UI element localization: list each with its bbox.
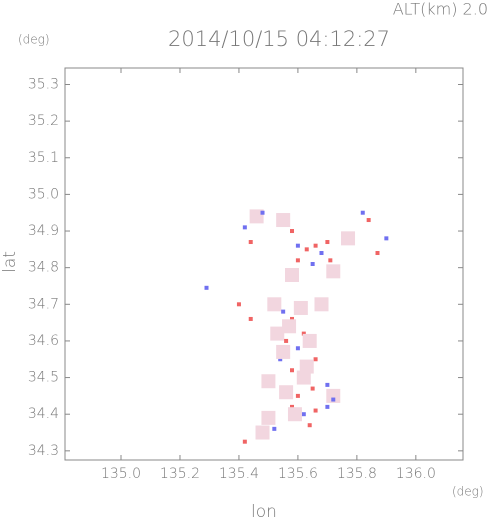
altitude-label: ALT(km) 2.0 bbox=[393, 0, 488, 19]
data-point bbox=[299, 359, 314, 374]
data-point bbox=[285, 267, 300, 282]
y-tick-label: 35.2 bbox=[28, 113, 59, 129]
x-tick-label: 135.2 bbox=[160, 466, 200, 482]
data-point bbox=[242, 439, 247, 444]
data-point bbox=[242, 225, 247, 230]
y-tick-label: 34.5 bbox=[28, 370, 59, 386]
x-axis-label: lon bbox=[251, 502, 277, 521]
y-tick-label: 34.4 bbox=[28, 406, 59, 422]
data-point bbox=[296, 370, 311, 385]
data-point bbox=[295, 346, 300, 351]
data-point bbox=[295, 258, 300, 263]
data-point bbox=[366, 218, 371, 223]
data-point bbox=[302, 333, 317, 348]
data-point bbox=[270, 326, 285, 341]
data-point bbox=[326, 388, 341, 403]
data-point bbox=[313, 357, 318, 362]
x-tick-label: 136.0 bbox=[396, 466, 436, 482]
plot-frame bbox=[64, 67, 464, 461]
data-point bbox=[276, 213, 291, 228]
y-tick-label: 34.9 bbox=[28, 223, 59, 239]
x-tick-label: 135.4 bbox=[219, 466, 259, 482]
data-point bbox=[313, 243, 318, 248]
data-point bbox=[260, 210, 265, 215]
data-point bbox=[284, 338, 289, 343]
y-tick-label: 35.1 bbox=[28, 150, 59, 166]
data-point bbox=[331, 397, 336, 402]
data-point bbox=[328, 258, 333, 263]
y-tick-label: 35.3 bbox=[28, 76, 59, 92]
data-point bbox=[248, 240, 253, 245]
data-point bbox=[281, 309, 286, 314]
x-unit: (deg) bbox=[452, 485, 484, 499]
data-point bbox=[310, 386, 315, 391]
data-point bbox=[272, 426, 277, 431]
data-point bbox=[236, 302, 241, 307]
data-point bbox=[304, 247, 309, 252]
x-tick-label: 135.8 bbox=[337, 466, 377, 482]
data-point bbox=[341, 231, 356, 246]
data-point bbox=[360, 210, 365, 215]
data-point bbox=[290, 404, 295, 409]
y-unit: (deg) bbox=[18, 33, 50, 47]
data-point bbox=[325, 382, 330, 387]
data-point bbox=[249, 209, 264, 224]
y-tick-label: 35.0 bbox=[28, 186, 59, 202]
data-point bbox=[307, 423, 312, 428]
data-point bbox=[295, 243, 300, 248]
data-point bbox=[325, 240, 330, 245]
data-point bbox=[314, 297, 329, 312]
data-point bbox=[278, 357, 283, 362]
y-tick-label: 34.3 bbox=[28, 443, 59, 459]
data-point bbox=[261, 374, 276, 389]
x-tick-label: 135.6 bbox=[278, 466, 318, 482]
y-tick-label: 34.8 bbox=[28, 260, 59, 276]
data-point bbox=[204, 285, 209, 290]
y-axis-label: lat bbox=[0, 251, 20, 273]
data-point bbox=[301, 412, 306, 417]
data-point bbox=[319, 251, 324, 256]
x-tick-label: 135.0 bbox=[101, 466, 141, 482]
data-point bbox=[282, 319, 297, 334]
data-point bbox=[325, 404, 330, 409]
data-point bbox=[290, 368, 295, 373]
data-point bbox=[279, 385, 294, 400]
data-point bbox=[255, 425, 270, 440]
data-point bbox=[301, 331, 306, 336]
data-point bbox=[310, 262, 315, 266]
data-point bbox=[261, 410, 276, 425]
y-tick-label: 34.7 bbox=[28, 296, 59, 312]
data-point bbox=[290, 229, 295, 234]
data-point bbox=[375, 251, 380, 256]
data-point bbox=[313, 408, 318, 413]
chart-title: 2014/10/15 04:12:27 bbox=[168, 27, 390, 51]
data-point bbox=[276, 344, 291, 359]
data-point bbox=[326, 264, 341, 279]
y-tick-label: 34.6 bbox=[28, 333, 59, 349]
data-point bbox=[384, 236, 389, 241]
data-point bbox=[290, 316, 295, 321]
data-point bbox=[248, 316, 253, 321]
data-point bbox=[287, 407, 302, 422]
data-point bbox=[295, 393, 300, 398]
data-point bbox=[293, 300, 308, 315]
data-point bbox=[267, 297, 282, 312]
